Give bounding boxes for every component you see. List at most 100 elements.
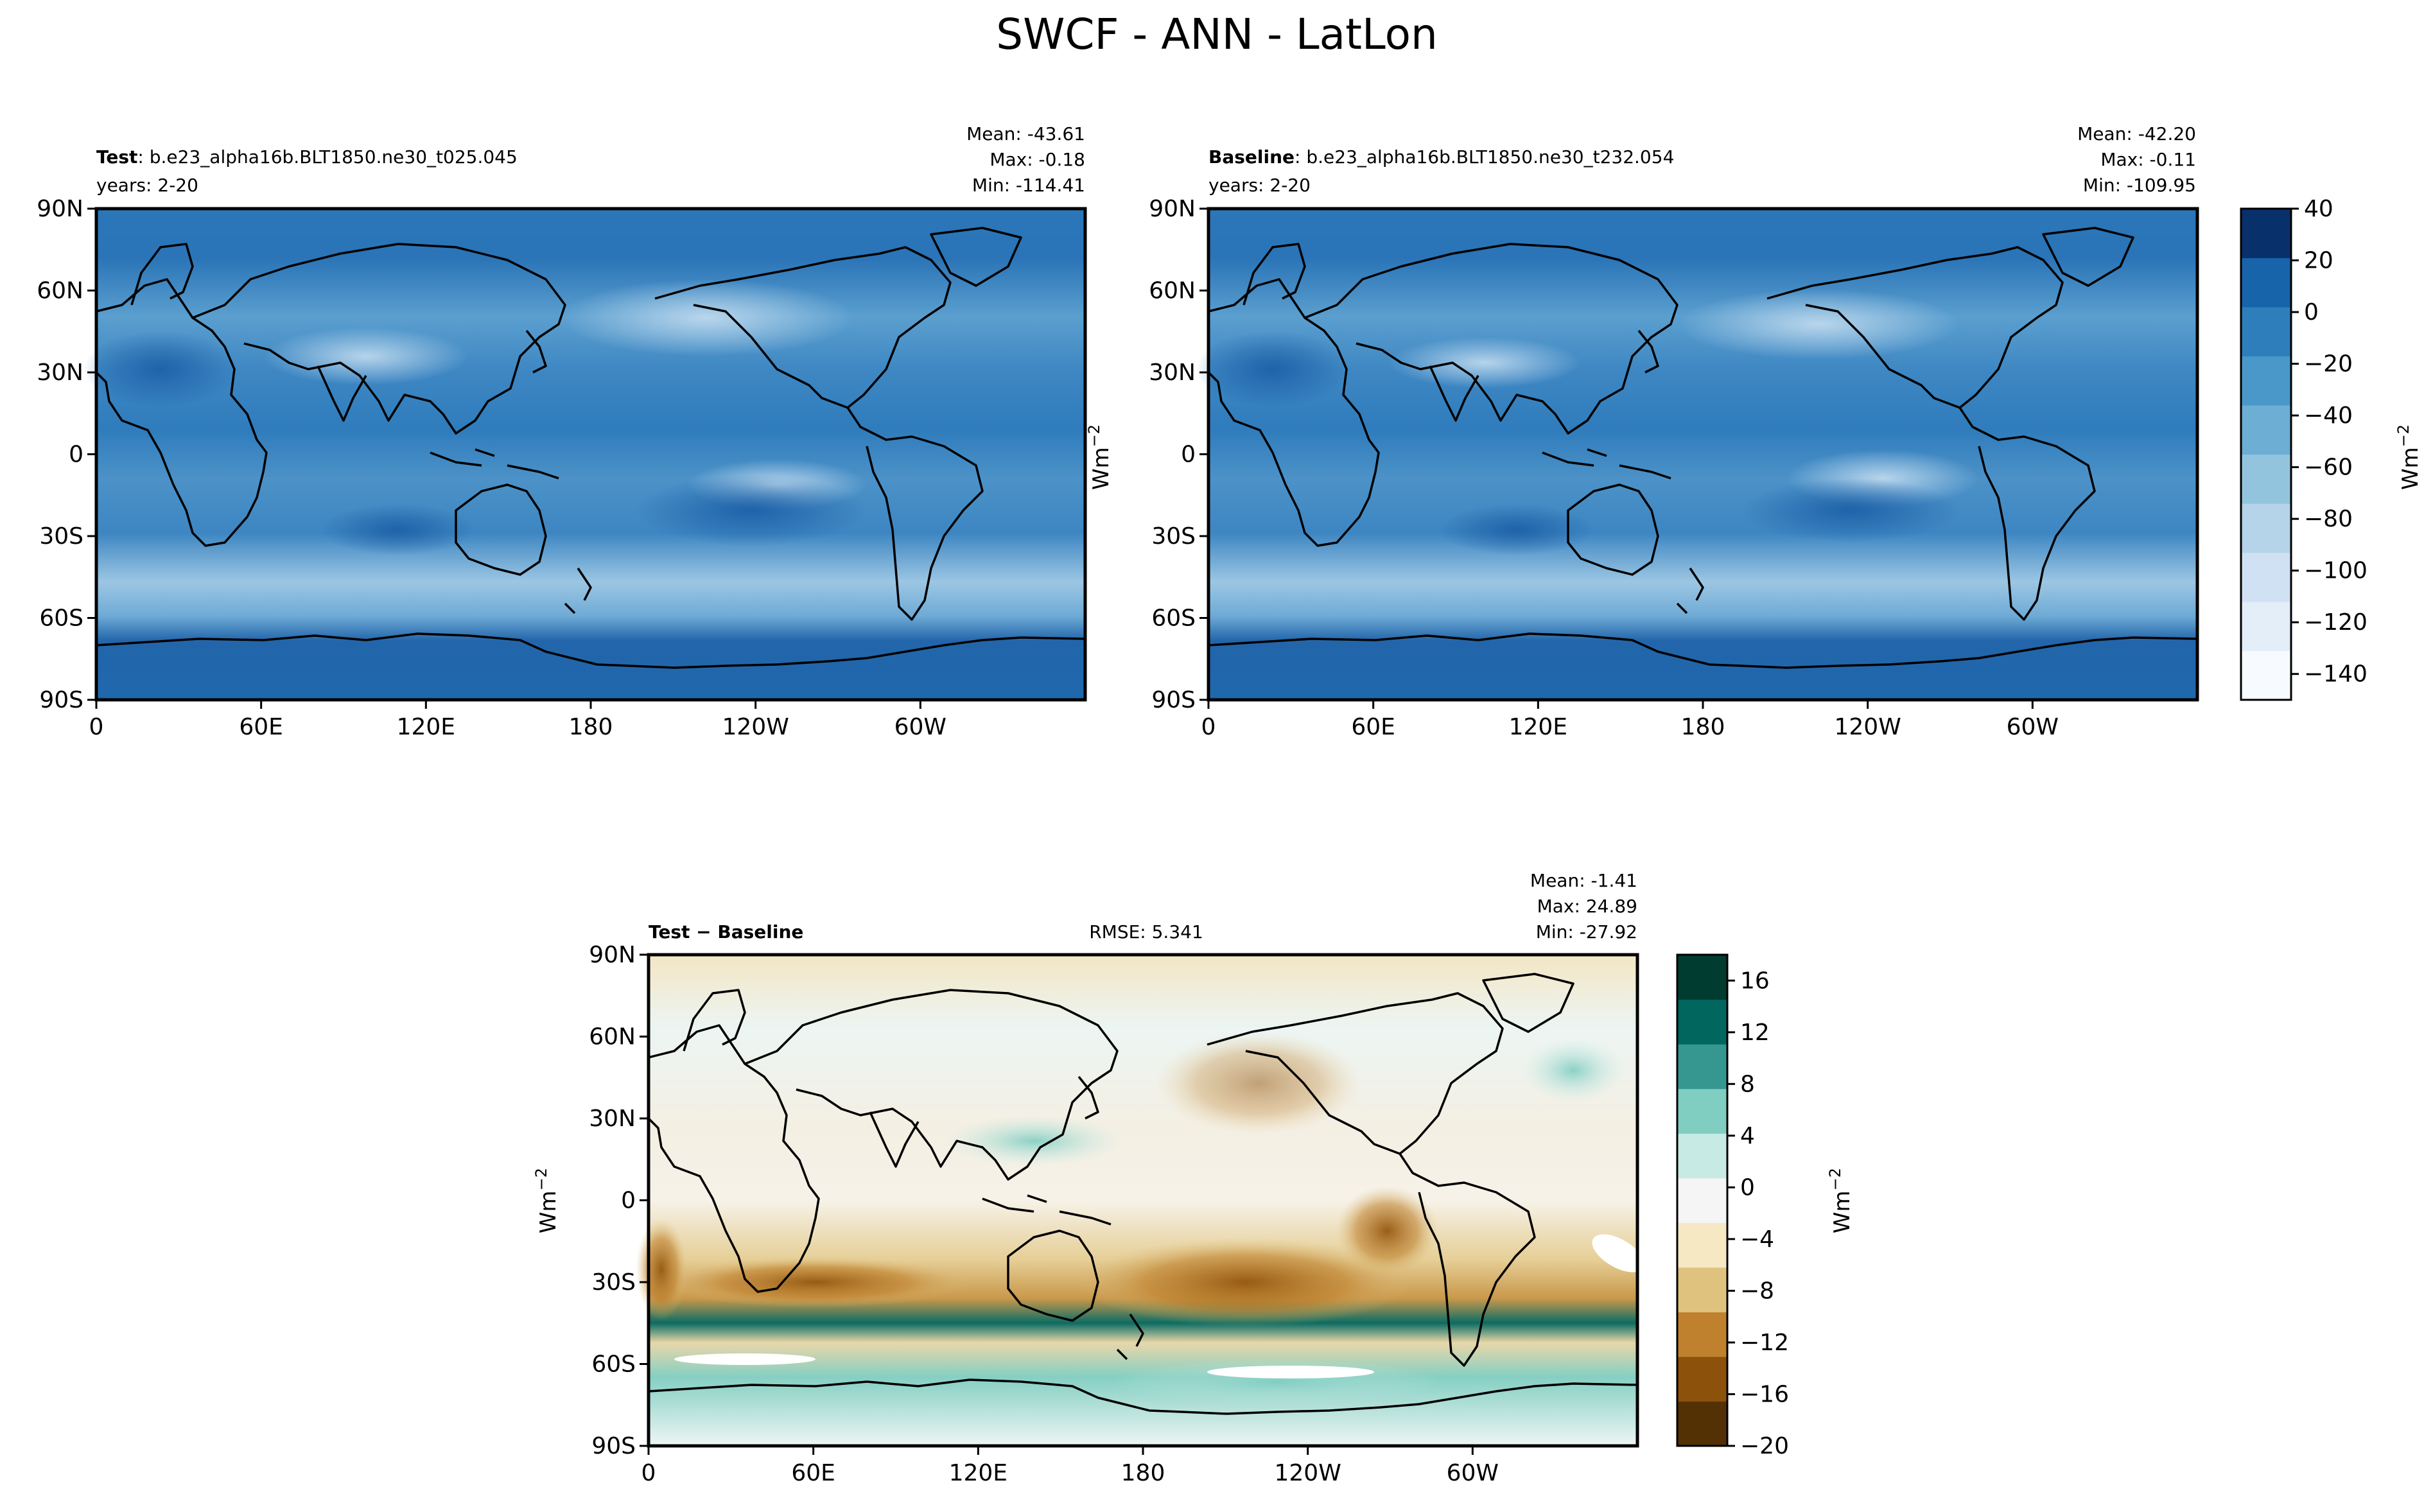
diff-colorbar-tick-label: 8 [1740, 1071, 1755, 1097]
diff-colorbar-tick-label: −12 [1740, 1330, 1789, 1356]
baseline-ytick-label: 60N [1149, 278, 1196, 304]
diff-panel: Test − Baseline RMSE: 5.341 Mean: -1.41 … [532, 870, 1644, 1448]
main-colorbar-tick-label: −20 [2304, 351, 2353, 378]
diff-colorbar-tick-label: −4 [1740, 1226, 1774, 1253]
baseline-stat-max: Max: -0.11 [2100, 149, 2196, 170]
baseline-stat-mean: Mean: -42.20 [2077, 123, 2196, 144]
test-panel: Test: b.e23_alpha16b.BLT1850.ne30_t025.0… [83, 123, 1087, 702]
main-colorbar-segment [2241, 503, 2291, 553]
main-colorbar-frame [2240, 207, 2292, 701]
main-colorbar-tick-label: 40 [2304, 196, 2333, 222]
test-stat-min: Min: -114.41 [972, 175, 1085, 196]
main-colorbar-segment [2241, 307, 2291, 357]
test-xtick-label: 60E [239, 714, 283, 740]
main-colorbar-segment [2241, 650, 2291, 700]
baseline-map [1196, 207, 2199, 702]
diff-colorbar-tick-label: 12 [1740, 1020, 1770, 1046]
diff-stat-mean: Mean: -1.41 [1530, 870, 1637, 891]
baseline-stat-min: Min: -109.95 [2083, 175, 2196, 196]
test-xtick-label: 60W [894, 714, 946, 740]
diff-colorbar-segment [1677, 1401, 1727, 1447]
diff-colorbar-segment [1677, 1222, 1727, 1268]
diff-colorbar-tick-label: −8 [1740, 1278, 1774, 1304]
diff-colorbar-frame [1676, 953, 1729, 1447]
baseline-label-rest: : b.e23_alpha16b.BLT1850.ne30_t232.054 [1295, 146, 1674, 168]
baseline-ytick-label: 90N [1149, 196, 1196, 222]
diff-ytick-label: 60S [591, 1351, 636, 1378]
diff-colorbar-segment [1677, 1177, 1727, 1223]
diff-ytick-label: 90S [591, 1433, 636, 1459]
diff-colorbar-tick-label: −16 [1740, 1381, 1789, 1407]
main-colorbar-units: Wm−2 [2394, 424, 2423, 490]
diff-ytick-label: 30S [591, 1269, 636, 1296]
test-ytick-label: 60N [37, 278, 83, 304]
test-xtick-label: 120E [397, 714, 455, 740]
baseline-label: Baseline: b.e23_alpha16b.BLT1850.ne30_t2… [1208, 146, 1674, 168]
diff-colorbar-segment [1677, 1133, 1727, 1179]
main-colorbar-segment [2241, 552, 2291, 602]
test-stat-mean: Mean: -43.61 [966, 123, 1085, 144]
main-colorbar-tick-label: −60 [2304, 455, 2353, 481]
diff-xtick-label: 120E [949, 1460, 1007, 1486]
test-field [96, 209, 1085, 700]
test-ytick-label: 0 [69, 442, 83, 468]
baseline-field [1208, 209, 2197, 700]
diff-xtick-label: 60E [791, 1460, 835, 1486]
diff-colorbar-segment [1677, 955, 1727, 1000]
test-label-rest: : b.e23_alpha16b.BLT1850.ne30_t025.045 [137, 146, 517, 168]
test-xtick-label: 180 [569, 714, 613, 740]
main-colorbar-tick-label: −140 [2304, 661, 2368, 688]
main-colorbar-tick-label: −100 [2304, 558, 2368, 584]
diff-map [636, 953, 1644, 1448]
diff-colorbar-segment [1677, 1356, 1727, 1402]
diff-stat-max: Max: 24.89 [1537, 896, 1637, 917]
diff-ytick-label: 0 [621, 1188, 636, 1214]
baseline-xtick-label: 0 [1201, 714, 1216, 740]
diff-xtick-label: 180 [1121, 1460, 1165, 1486]
baseline-ytick-label: 30N [1149, 360, 1196, 386]
test-stat-max: Max: -0.18 [990, 149, 1085, 170]
diff-ytick-label: 60N [589, 1024, 636, 1050]
test-ytick-label: 30N [37, 360, 83, 386]
diff-colorbar-segment [1677, 999, 1727, 1045]
diff-colorbar-tick-label: 4 [1740, 1123, 1755, 1149]
baseline-ytick-label: 30S [1151, 523, 1196, 550]
test-label: Test: b.e23_alpha16b.BLT1850.ne30_t025.0… [96, 146, 518, 168]
main-colorbar-tick-label: −80 [2304, 506, 2353, 532]
diff-colorbar-tick-label: 0 [1740, 1174, 1755, 1201]
main-colorbar-segment [2241, 356, 2291, 406]
diff-rmse: RMSE: 5.341 [1089, 921, 1203, 943]
main-colorbar-tick-label: 20 [2304, 248, 2333, 274]
main-colorbar-segment [2241, 405, 2291, 455]
baseline-ytick-label: 0 [1181, 442, 1196, 468]
diff-colorbar-segment [1677, 1312, 1727, 1357]
main-colorbar-segment [2241, 454, 2291, 504]
main-colorbar-tick-label: −120 [2304, 609, 2368, 636]
main-colorbar-segment [2241, 209, 2291, 259]
diff-stat-min: Min: -27.92 [1536, 921, 1637, 943]
diff-xtick-label: 0 [641, 1460, 656, 1486]
test-ytick-label: 90S [39, 687, 83, 713]
baseline-xtick-label: 60W [2007, 714, 2059, 740]
test-xtick-label: 120W [722, 714, 789, 740]
baseline-ytick-label: 90S [1151, 687, 1196, 713]
test-ytick-label: 90N [37, 196, 83, 222]
diff-colorbar-segment [1677, 1088, 1727, 1134]
diff-colorbar: 16 12 8 4 0 −4 −8 −12 −16 −20 [1676, 953, 1789, 1459]
test-years: years: 2-20 [96, 175, 198, 196]
figure-title: SWCF - ANN - LatLon [996, 10, 1438, 59]
diff-units-label: Wm−2 [532, 1168, 561, 1233]
main-colorbar-segment [2241, 257, 2291, 308]
diff-colorbar-units: Wm−2 [1826, 1168, 1855, 1233]
test-ytick-label: 30S [39, 523, 83, 550]
diff-label: Test − Baseline [649, 921, 803, 943]
test-map [83, 207, 1087, 702]
top-units-label: Wm−2 [1085, 424, 1114, 490]
diff-colorbar-segment [1677, 1044, 1727, 1090]
diff-colorbar-tick-label: 16 [1740, 968, 1770, 994]
test-ytick-label: 60S [39, 605, 83, 632]
diff-field [649, 955, 1637, 1446]
main-colorbar-tick-label: −40 [2304, 403, 2353, 429]
